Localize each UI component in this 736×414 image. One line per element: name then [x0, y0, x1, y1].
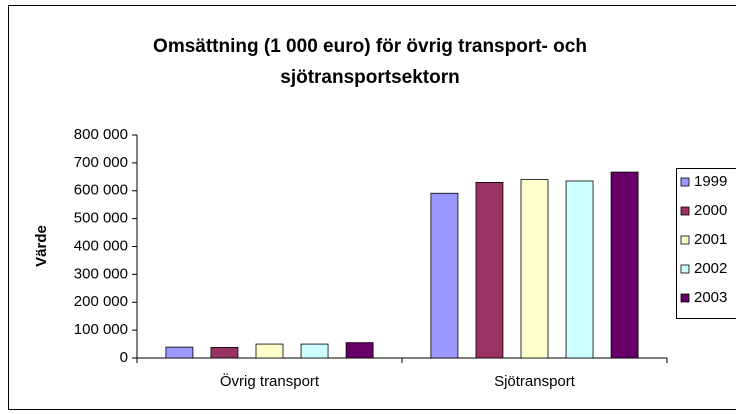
- y-tick-label: 800 000: [74, 126, 128, 143]
- y-tick-label: 0: [120, 349, 128, 366]
- y-axis-label: Värde: [33, 225, 50, 267]
- y-tick-label: 600 000: [74, 182, 128, 199]
- bar: [475, 181, 504, 359]
- bar: [255, 343, 284, 359]
- bar: [430, 192, 459, 359]
- legend-label: 2003: [694, 289, 727, 306]
- legend-swatch: [680, 206, 690, 216]
- legend-swatch: [680, 235, 690, 245]
- y-tick-label: 500 000: [74, 210, 128, 227]
- bar: [565, 180, 594, 359]
- bar: [300, 343, 329, 359]
- y-tick-label: 300 000: [74, 265, 128, 282]
- y-tick-label: 200 000: [74, 293, 128, 310]
- bar: [610, 171, 639, 359]
- legend-swatch: [680, 264, 690, 274]
- bar: [165, 346, 194, 359]
- y-tick-label: 400 000: [74, 237, 128, 254]
- legend-swatch: [680, 293, 690, 303]
- y-tick-label: 700 000: [74, 154, 128, 171]
- y-tick-label: 100 000: [74, 321, 128, 338]
- legend-label: 2001: [694, 231, 727, 248]
- x-tick-label: Övrig transport: [220, 372, 320, 390]
- x-tick-label: Sjötransport: [494, 373, 576, 390]
- chart-title: Omsättning (1 000 euro) för övrig transp…: [153, 36, 587, 88]
- bar: [520, 179, 549, 359]
- legend-swatch: [680, 177, 690, 187]
- legend-label: 2000: [694, 202, 727, 219]
- bar: [210, 347, 239, 359]
- legend-label: 1999: [694, 173, 727, 190]
- legend-label: 2002: [694, 260, 727, 277]
- bar: [345, 342, 374, 359]
